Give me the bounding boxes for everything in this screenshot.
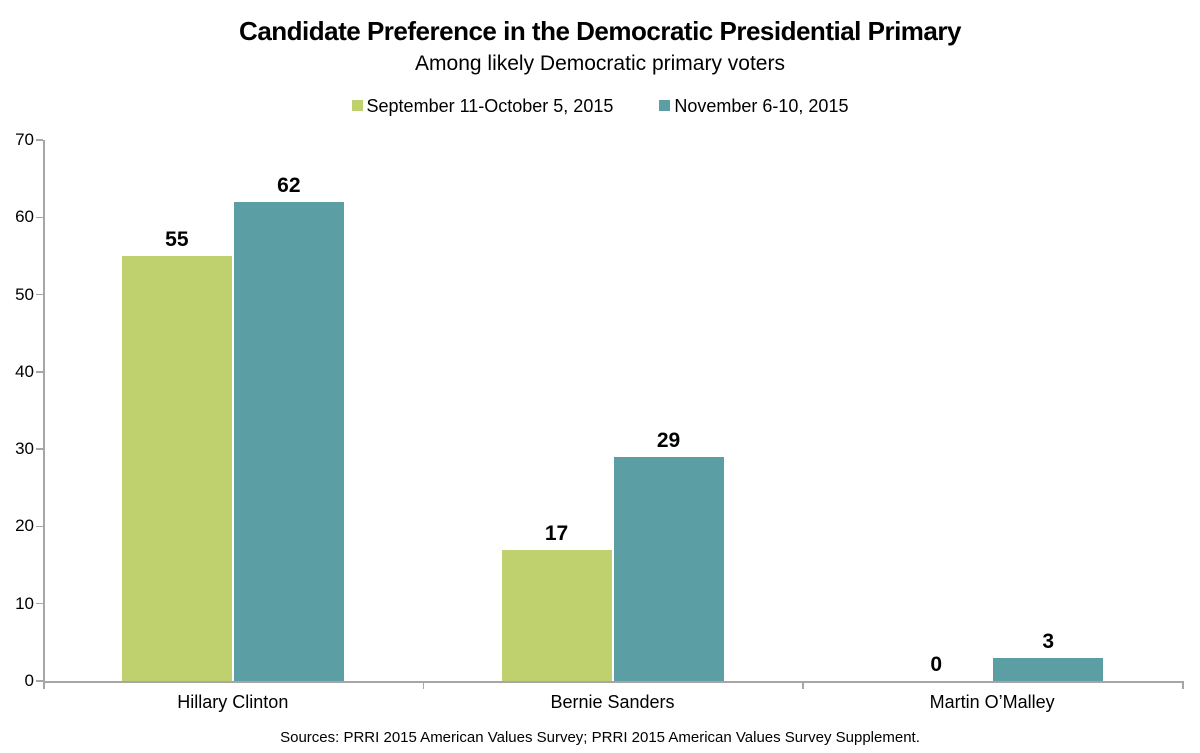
- y-axis-line: [43, 140, 45, 681]
- y-axis-tick: [36, 216, 43, 219]
- y-axis-tick: [36, 293, 43, 296]
- legend: September 11-October 5, 2015 November 6-1…: [0, 96, 1200, 117]
- y-axis-tick: [36, 371, 43, 373]
- category-label: Hillary Clinton: [177, 692, 289, 712]
- bar: [993, 657, 1104, 681]
- value-label: 3: [1042, 629, 1054, 653]
- y-axis-tick: [36, 602, 43, 605]
- x-axis-tick: [422, 682, 425, 689]
- value-label: 0: [930, 653, 942, 676]
- x-axis-line: [43, 681, 1184, 683]
- legend-swatch: [351, 99, 363, 111]
- x-axis-tick: [43, 682, 45, 689]
- y-tick-label: 40: [15, 361, 34, 381]
- value-label: 29: [656, 428, 681, 452]
- bar: [233, 201, 344, 681]
- y-tick-label: 60: [15, 207, 34, 227]
- value-label: 17: [544, 521, 569, 545]
- y-tick-label: 70: [15, 130, 34, 149]
- x-axis-tick: [802, 682, 804, 689]
- chart-subtitle: Among likely Democratic primary voters: [415, 52, 785, 75]
- y-axis-tick: [36, 680, 43, 682]
- y-axis-tick: [36, 525, 43, 528]
- value-label: 55: [165, 227, 189, 251]
- y-tick-label: 50: [15, 284, 34, 304]
- source-note: Sources: PRRI 2015 American Values Surve…: [280, 729, 920, 746]
- value-label: 62: [277, 173, 301, 197]
- bar: [501, 549, 612, 681]
- y-tick-label: 10: [15, 593, 34, 613]
- legend-item: September 11-October 5, 2015: [351, 96, 614, 117]
- x-axis-tick: [1182, 682, 1184, 689]
- y-tick-label: 30: [15, 439, 34, 459]
- category-label: Martin O’Malley: [929, 692, 1055, 712]
- legend-item: November 6-10, 2015: [659, 96, 848, 117]
- bar: [121, 255, 232, 681]
- bar: [613, 456, 724, 681]
- y-axis-tick: [36, 139, 43, 141]
- legend-swatch: [659, 99, 671, 111]
- legend-label: September 11-October 5, 2015: [366, 96, 614, 116]
- y-tick-label: 20: [15, 516, 34, 536]
- chart-title: Candidate Preference in the Democratic P…: [239, 16, 961, 46]
- category-label: Bernie Sanders: [550, 692, 675, 712]
- y-axis-tick: [36, 448, 43, 450]
- y-tick-label: 0: [24, 671, 34, 690]
- legend-label: November 6-10, 2015: [674, 96, 849, 116]
